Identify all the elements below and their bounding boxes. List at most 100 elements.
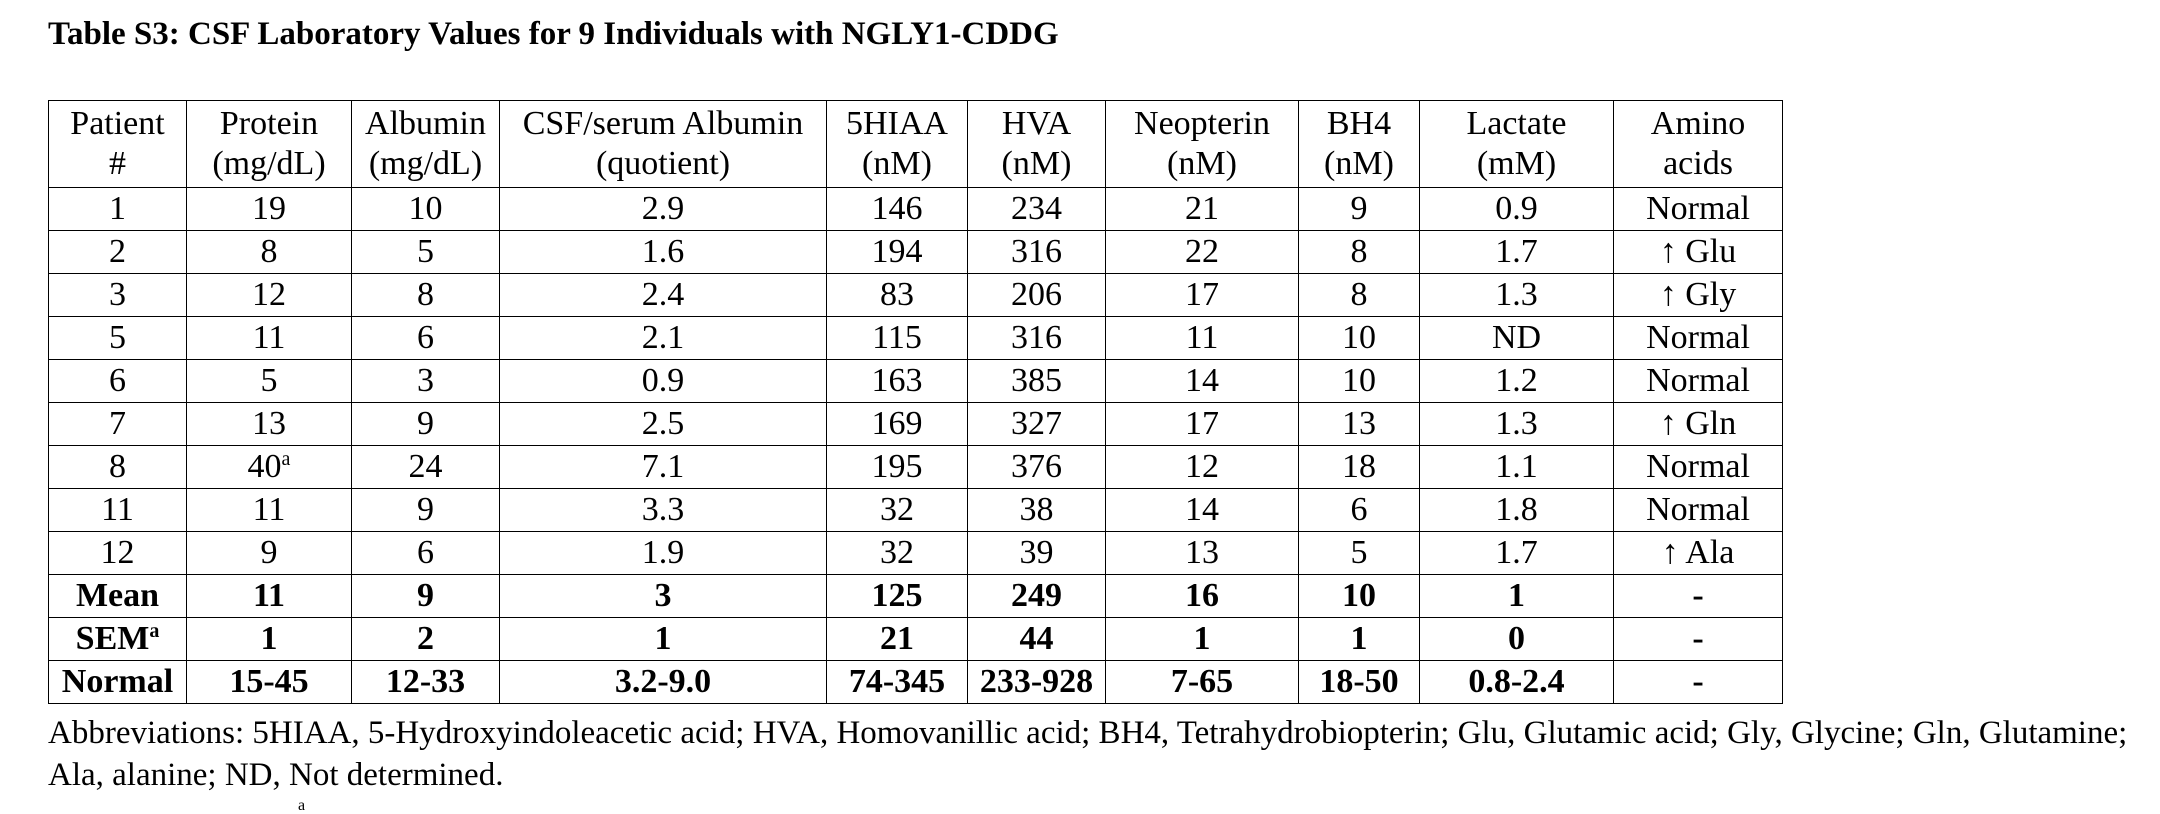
header-cell: BH4 (nM) <box>1298 100 1420 188</box>
table-cell: 12 <box>186 273 352 317</box>
summary-cell: 10 <box>1298 574 1420 618</box>
table-cell: Normal <box>1613 187 1783 231</box>
table-cell: 234 <box>967 187 1106 231</box>
table-cell: 9 <box>351 402 500 446</box>
table-cell: 376 <box>967 445 1106 489</box>
header-row: Patient # Protein (mg/dL) Albumin (mg/dL) C… <box>48 100 1783 188</box>
table-cell: 8 <box>1298 230 1420 274</box>
table-row: 5 11 6 2.1 115 316 11 10 ND Normal <box>48 316 1783 360</box>
table-cell: 11 <box>186 488 352 532</box>
table-cell: 1.1 <box>1419 445 1614 489</box>
summary-cell: 12-33 <box>351 660 500 704</box>
table-cell: 38 <box>967 488 1106 532</box>
table-cell: 11 <box>1105 316 1299 360</box>
table-cell: 1.6 <box>499 230 827 274</box>
table-cell: 115 <box>826 316 968 360</box>
table-cell: 3 <box>48 273 187 317</box>
table-cell: 6 <box>48 359 187 403</box>
summary-cell: 1 <box>1298 617 1420 661</box>
table-cell: 24 <box>351 445 500 489</box>
header-cell: HVA (nM) <box>967 100 1106 188</box>
table-cell: ND <box>1419 316 1614 360</box>
table-cell: 3.3 <box>499 488 827 532</box>
table-row: 11 11 9 3.3 32 38 14 6 1.8 Normal <box>48 488 1783 532</box>
table-cell: 21 <box>1105 187 1299 231</box>
table-cell: 316 <box>967 230 1106 274</box>
table-cell: 2.5 <box>499 402 827 446</box>
summary-cell: 2 <box>351 617 500 661</box>
table-cell: 13 <box>1105 531 1299 575</box>
table-cell: 0.9 <box>1419 187 1614 231</box>
header-cell: CSF/serum Albumin (quotient) <box>499 100 827 188</box>
table-cell: 6 <box>1298 488 1420 532</box>
table-cell: 6 <box>351 531 500 575</box>
table-cell: 3 <box>351 359 500 403</box>
table-cell: 22 <box>1105 230 1299 274</box>
summary-cell: 15-45 <box>186 660 352 704</box>
summary-cell: 0.8-2.4 <box>1419 660 1614 704</box>
table-cell: 1.8 <box>1419 488 1614 532</box>
table-cell: 9 <box>351 488 500 532</box>
table-cell: 169 <box>826 402 968 446</box>
summary-cell: 74-345 <box>826 660 968 704</box>
table-cell: 1.7 <box>1419 230 1614 274</box>
header-cell: Neopterin (nM) <box>1105 100 1299 188</box>
summary-label: Normal <box>48 660 187 704</box>
table-cell: Normal <box>1613 488 1783 532</box>
summary-cell: 0 <box>1419 617 1614 661</box>
table-cell: 17 <box>1105 273 1299 317</box>
csf-lab-values-table: Patient # Protein (mg/dL) Albumin (mg/dL) C… <box>48 100 1783 704</box>
table-cell: Normal <box>1613 445 1783 489</box>
footnote-superscript: a <box>298 797 306 814</box>
summary-cell: 1 <box>186 617 352 661</box>
table-cell: 17 <box>1105 402 1299 446</box>
table-cell: 7 <box>48 402 187 446</box>
summary-label: SEMa <box>48 617 187 661</box>
table-row: 8 40a 24 7.1 195 376 12 18 1.1 Normal <box>48 445 1783 489</box>
summary-cell: - <box>1613 574 1783 618</box>
table-cell: 206 <box>967 273 1106 317</box>
table-cell: 10 <box>1298 359 1420 403</box>
table-cell: 146 <box>826 187 968 231</box>
table-row: 2 8 5 1.6 194 316 22 8 1.7 ↑ Glu <box>48 230 1783 274</box>
summary-cell: 16 <box>1105 574 1299 618</box>
abbreviations-text: Abbreviations: 5HIAA, 5-Hydroxyindoleace… <box>48 715 2128 793</box>
table-cell: 1.9 <box>499 531 827 575</box>
summary-cell: 7-65 <box>1105 660 1299 704</box>
table-cell: ↑ Ala <box>1613 531 1783 575</box>
header-cell: Patient # <box>48 100 187 188</box>
summary-cell: - <box>1613 660 1783 704</box>
summary-cell: 249 <box>967 574 1106 618</box>
table-row: 6 5 3 0.9 163 385 14 10 1.2 Normal <box>48 359 1783 403</box>
table-cell: 316 <box>967 316 1106 360</box>
table-cell: ↑ Gln <box>1613 402 1783 446</box>
summary-cell: 125 <box>826 574 968 618</box>
summary-cell: 1 <box>1419 574 1614 618</box>
summary-cell: 1 <box>499 617 827 661</box>
table-cell: 9 <box>1298 187 1420 231</box>
table-cell: 8 <box>48 445 187 489</box>
table-cell: 2.4 <box>499 273 827 317</box>
table-cell: 83 <box>826 273 968 317</box>
table-row: 7 13 9 2.5 169 327 17 13 1.3 ↑ Gln <box>48 402 1783 446</box>
header-cell: Protein (mg/dL) <box>186 100 352 188</box>
table-cell: 195 <box>826 445 968 489</box>
summary-cell: 11 <box>186 574 352 618</box>
table-cell: 39 <box>967 531 1106 575</box>
table-cell: 1 <box>48 187 187 231</box>
table-row: 1 19 10 2.9 146 234 21 9 0.9 Normal <box>48 187 1783 231</box>
table-cell: 9 <box>186 531 352 575</box>
table-cell: 385 <box>967 359 1106 403</box>
summary-cell: 44 <box>967 617 1106 661</box>
table-cell: 8 <box>186 230 352 274</box>
summary-cell: 233-928 <box>967 660 1106 704</box>
summary-cell: 9 <box>351 574 500 618</box>
summary-label: Mean <box>48 574 187 618</box>
table-cell: 10 <box>351 187 500 231</box>
table-cell: 1.3 <box>1419 273 1614 317</box>
table-cell: 1.2 <box>1419 359 1614 403</box>
table-cell: 1.3 <box>1419 402 1614 446</box>
table-cell: 2.9 <box>499 187 827 231</box>
summary-row: SEMa 1 2 1 21 44 1 1 0- <box>48 617 1783 661</box>
table-cell: 13 <box>1298 402 1420 446</box>
